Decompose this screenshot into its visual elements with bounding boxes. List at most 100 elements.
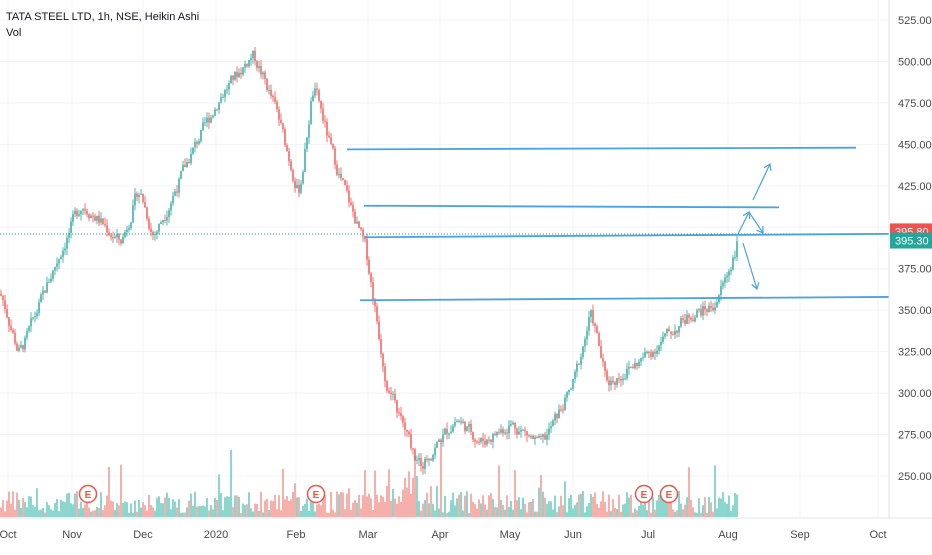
candle-body bbox=[52, 270, 54, 279]
volume-bar bbox=[120, 464, 122, 517]
candle-body bbox=[92, 215, 94, 217]
arrow-down-short-head bbox=[756, 225, 764, 234]
volume-bar bbox=[256, 503, 258, 517]
volume-bar bbox=[264, 500, 266, 517]
candle-body bbox=[618, 378, 620, 380]
volume-bar bbox=[404, 477, 406, 517]
volume-bar bbox=[502, 504, 504, 517]
volume-bar bbox=[84, 504, 86, 517]
candle-body bbox=[184, 165, 186, 168]
arrow-up-long bbox=[752, 163, 771, 201]
volume-bar bbox=[232, 506, 234, 517]
candle-body bbox=[260, 66, 262, 75]
volume-bar bbox=[8, 491, 10, 517]
candle-body bbox=[608, 380, 610, 386]
candle-body bbox=[562, 409, 564, 411]
volume-bar bbox=[590, 494, 592, 517]
volume-bar bbox=[132, 512, 134, 517]
volume-bar bbox=[560, 495, 562, 517]
candle-body bbox=[676, 330, 678, 333]
candle-body bbox=[532, 436, 534, 439]
candle-body bbox=[78, 214, 80, 216]
candle-body bbox=[434, 447, 436, 456]
volume-bar bbox=[154, 510, 156, 517]
candle-body bbox=[188, 162, 190, 164]
chart-legend: TATA STEEL LTD, 1h, NSE, Heikin Ashi Vol bbox=[6, 9, 199, 41]
volume-bar bbox=[66, 493, 68, 517]
candle-body bbox=[416, 459, 418, 461]
volume-bar bbox=[70, 503, 72, 517]
volume-bar bbox=[114, 509, 116, 517]
volume-bar bbox=[328, 512, 330, 517]
volume-bar bbox=[282, 468, 284, 517]
volume-bar bbox=[124, 501, 126, 517]
volume-bar bbox=[34, 506, 36, 517]
volume-bar bbox=[156, 497, 158, 517]
volume-bar bbox=[366, 496, 368, 517]
volume-bar bbox=[326, 512, 328, 517]
candle-body bbox=[104, 223, 106, 226]
volume-bars bbox=[0, 443, 738, 517]
candle-body bbox=[274, 97, 276, 102]
candle-body bbox=[384, 366, 386, 382]
candle-body bbox=[688, 314, 690, 318]
volume-bar bbox=[250, 508, 252, 517]
candle-body bbox=[304, 148, 306, 172]
volume-bar bbox=[138, 499, 140, 517]
y-tick-label: 500.00 bbox=[898, 56, 932, 68]
volume-bar bbox=[254, 503, 256, 517]
candle-body bbox=[542, 434, 544, 437]
candle-body bbox=[206, 117, 208, 123]
volume-bar bbox=[374, 470, 376, 517]
candle-body bbox=[170, 203, 172, 211]
earnings-label: E bbox=[641, 490, 648, 501]
volume-bar bbox=[258, 510, 260, 517]
candle-body bbox=[160, 222, 162, 224]
candle-body bbox=[276, 101, 278, 110]
volume-bar bbox=[262, 512, 264, 517]
volume-bar bbox=[526, 512, 528, 517]
candle-body bbox=[126, 229, 128, 233]
volume-bar bbox=[564, 481, 566, 517]
candle-body bbox=[84, 209, 86, 211]
earnings-marker: E bbox=[634, 484, 654, 504]
candle-body bbox=[588, 316, 590, 331]
volume-bar bbox=[298, 497, 300, 517]
candle-body bbox=[134, 193, 136, 206]
volume-bar bbox=[116, 503, 118, 517]
candle-body bbox=[632, 366, 634, 369]
volume-bar bbox=[708, 497, 710, 517]
candle-body bbox=[168, 210, 170, 218]
candle-body bbox=[660, 341, 662, 346]
candle-body bbox=[396, 400, 398, 413]
volume-bar bbox=[636, 510, 638, 517]
price-badge-text: 395.30 bbox=[895, 236, 929, 248]
volume-bar bbox=[348, 488, 350, 517]
volume-bar bbox=[74, 493, 76, 517]
volume-bar bbox=[508, 506, 510, 517]
volume-bar bbox=[164, 497, 166, 517]
candle-body bbox=[266, 78, 268, 90]
candle-body bbox=[694, 317, 696, 322]
volume-bar bbox=[228, 497, 230, 517]
candle-body bbox=[26, 330, 28, 338]
volume-bar bbox=[306, 498, 308, 517]
candle-body bbox=[172, 195, 174, 204]
candle-body bbox=[48, 281, 50, 283]
candle-body bbox=[16, 343, 18, 351]
volume-bar bbox=[680, 503, 682, 517]
candle-body bbox=[240, 72, 242, 75]
volume-bar bbox=[450, 500, 452, 517]
volume-bar bbox=[278, 495, 280, 517]
candle-body bbox=[448, 433, 450, 435]
volume-bar bbox=[452, 492, 454, 517]
volume-bar bbox=[650, 512, 652, 517]
candle-body bbox=[142, 193, 144, 203]
candle-body bbox=[480, 438, 482, 442]
volume-bar bbox=[60, 499, 62, 517]
candle-body bbox=[288, 151, 290, 162]
candle-body bbox=[452, 425, 454, 432]
candle-body bbox=[76, 210, 78, 216]
candle-body bbox=[280, 119, 282, 124]
